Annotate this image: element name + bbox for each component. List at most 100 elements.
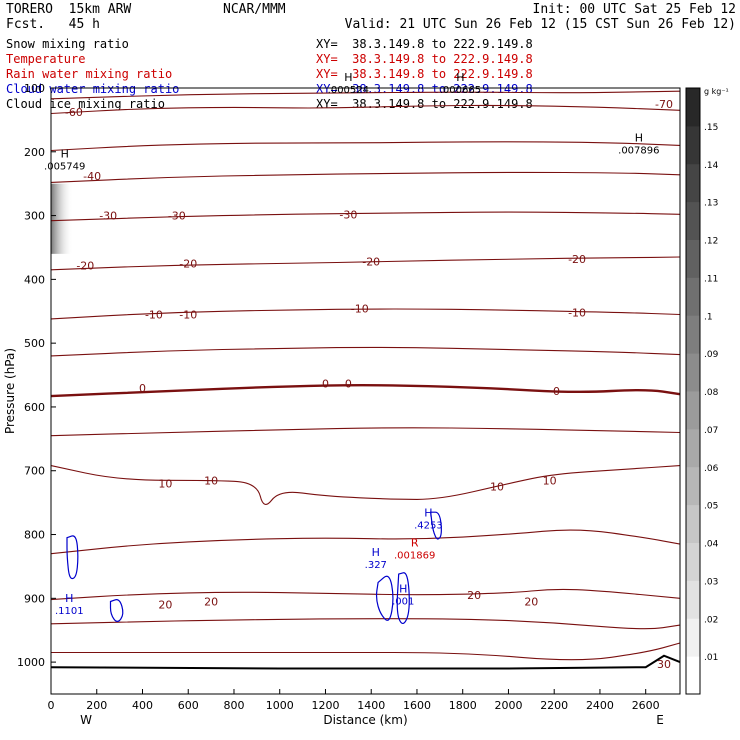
colorbar-tick-label: .15	[704, 123, 718, 133]
temperature-label: -20	[362, 256, 380, 269]
colorbar-swatch	[686, 428, 700, 468]
colorbar-tick-label: .06	[704, 464, 719, 474]
colorbar-swatch	[686, 315, 700, 354]
x-tick-label: 600	[178, 699, 199, 712]
colorbar-tick-label: .09	[704, 350, 719, 360]
temperature-label: 20	[158, 599, 172, 612]
y-tick-label: 400	[24, 273, 45, 286]
colorbar-swatch	[686, 163, 700, 203]
colorbar-tick-label: .14	[704, 161, 719, 171]
x-tick-label: 1000	[266, 699, 294, 712]
colorbar-swatch	[686, 504, 700, 543]
temperature-label: -60	[65, 106, 83, 119]
colorbar-tick-label: .12	[704, 237, 718, 247]
temperature-label: 0	[345, 377, 352, 390]
y-tick-label: 700	[24, 465, 45, 478]
snow-shading	[51, 183, 73, 254]
colorbar-tick-label: .03	[704, 577, 718, 587]
east-label: E	[656, 713, 664, 727]
extremum-marker: H	[635, 131, 643, 144]
field-name-snow: Snow mixing ratio	[6, 37, 129, 51]
temperature-contour	[50, 308, 681, 320]
temperature-label: -10	[568, 307, 586, 320]
colorbar-swatch	[686, 201, 700, 240]
temperature-contour	[50, 141, 681, 152]
colorbar: .15 .14 .13 .12 .11 .1 .09 .08 .07 .06 .05 .04 .03 .0…	[685, 87, 729, 695]
colorbar-tick-label: .1	[704, 312, 713, 322]
extremum-value: .000665	[440, 85, 481, 96]
extremum-marker: H	[399, 582, 407, 595]
colorbar-tick-label: .01	[704, 653, 718, 663]
contour-labels: -60 -70 -40 -30 -30 -30 -20 -20 -20 -20 -10 -10 -10 -…	[65, 98, 673, 671]
temperature-contour	[50, 465, 681, 505]
x-axis-label: Distance (km)	[323, 713, 407, 727]
x-tick-label: 1200	[311, 699, 339, 712]
extremum-value: .4253	[414, 520, 443, 531]
x-tick-label: 2200	[540, 699, 568, 712]
colorbar-tick-label: .08	[704, 388, 719, 398]
colorbar-swatch	[686, 542, 700, 581]
y-tick-label: 200	[24, 146, 45, 159]
temperature-label: -40	[83, 170, 101, 183]
extremum-marker: H	[61, 147, 69, 160]
extremum-value: .001	[392, 596, 414, 607]
extremum-marker: H	[344, 71, 352, 84]
temperature-label: -70	[655, 98, 673, 111]
field-name-cloud-water: Cloud water mixing ratio	[6, 82, 180, 96]
temperature-label: 20	[204, 596, 218, 609]
x-tick-label: 1800	[449, 699, 477, 712]
temperature-contour	[50, 211, 681, 222]
extremum-marker: H	[456, 71, 464, 84]
forecast-hour: Fcst. 45 h	[6, 17, 100, 32]
temperature-contour	[50, 529, 681, 555]
temperature-contour	[50, 618, 681, 630]
colorbar-swatch	[686, 391, 700, 430]
temperature-label: 0	[139, 382, 146, 395]
extremum-marker: H	[424, 506, 432, 519]
x-tick-label: 0	[48, 699, 55, 712]
header-left: TORERO 15km ARW Fcst. 45 h	[6, 2, 131, 32]
colorbar-swatch	[686, 88, 700, 127]
y-tick-label: 1000	[17, 656, 45, 669]
temperature-label: 20	[524, 596, 538, 609]
colorbar-swatch	[686, 580, 700, 619]
temperature-contour	[50, 588, 681, 601]
temperature-label: 0	[322, 377, 329, 390]
y-tick-label: 900	[24, 592, 45, 605]
snow-shading-layer	[51, 183, 73, 254]
field-name-cloud-ice: Cloud ice mixing ratio	[6, 97, 165, 111]
colorbar-swatch	[686, 125, 700, 165]
terrain-surface	[50, 654, 681, 670]
temperature-label: -10	[179, 308, 197, 321]
temperature-contours	[50, 90, 681, 661]
colorbar-swatch	[686, 466, 700, 506]
header-right: Init: 00 UTC Sat 25 Feb 12 Valid: 21 UTC…	[345, 2, 736, 32]
extrema-markers: H.005749H.007896H.000524H.000665H.1101H.…	[44, 71, 659, 617]
field-name-rain: Rain water mixing ratio	[6, 67, 173, 81]
plot-frame	[50, 87, 681, 695]
temperature-label: -20	[76, 259, 94, 272]
valid-time: Valid: 21 UTC Sun 26 Feb 12 (15 CST Sun …	[344, 17, 736, 32]
colorbar-swatch	[686, 656, 700, 695]
colorbar-tick-label: .07	[704, 426, 718, 436]
temperature-label: -30	[99, 210, 117, 223]
y-tick-label: 100	[24, 82, 45, 95]
temperature-label: 10	[490, 481, 504, 494]
extremum-value: .001869	[394, 550, 435, 561]
field-xy-snow: XY= 38.3.149.8 to 222.9.149.8	[316, 37, 533, 51]
x-tick-label: 800	[223, 699, 244, 712]
y-tick-label: 300	[24, 210, 45, 223]
x-tick-label: 1600	[403, 699, 431, 712]
extremum-value: .005749	[44, 161, 85, 172]
temperature-contour	[50, 104, 681, 115]
x-tick-label: 400	[132, 699, 153, 712]
colorbar-swatch	[686, 277, 700, 316]
y-tick-label: 600	[24, 401, 45, 414]
field-xy-temperature: XY= 38.3.149.8 to 222.9.149.8	[316, 52, 533, 66]
colorbar-frame	[685, 87, 701, 695]
colorbar-tick-label: .11	[704, 274, 718, 284]
extremum-value: .000524	[328, 85, 369, 96]
cloud-water-contour	[396, 572, 410, 624]
cloud-water-contour	[109, 599, 124, 622]
